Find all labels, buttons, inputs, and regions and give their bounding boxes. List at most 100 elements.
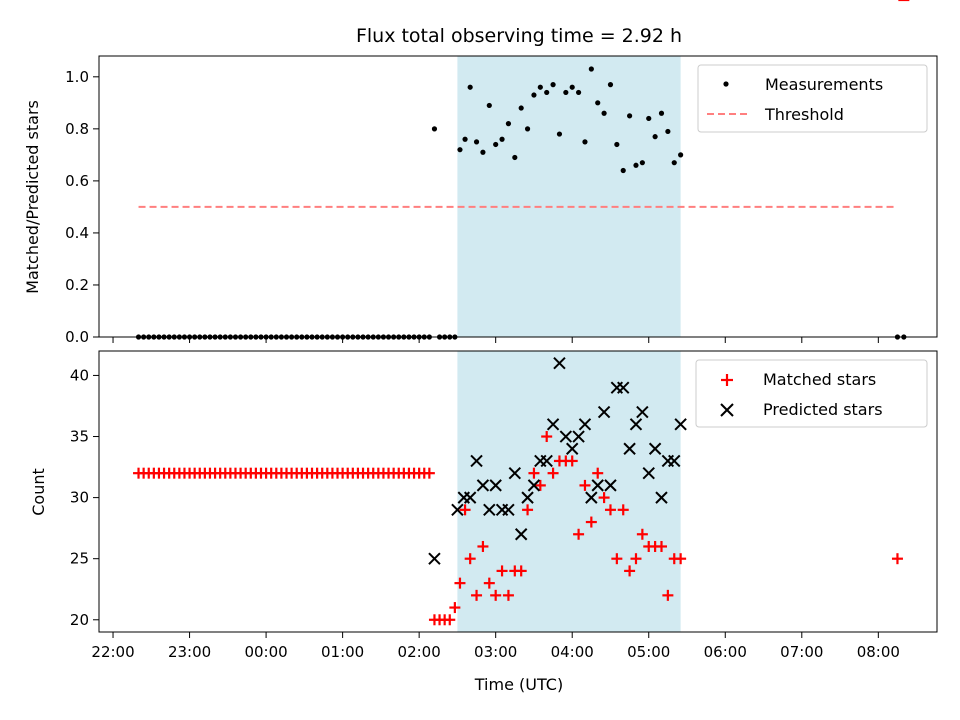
bottom-panel: 20 25 30 35 40 22:00 23:00 00:00 01:00 02:00 03:0… [29, 0, 938, 694]
predicted-star-point [559, 430, 573, 443]
matched-star-point [471, 589, 483, 601]
predicted-star-point [617, 381, 630, 394]
matched-star-point [617, 504, 629, 516]
bottom-y-tick-label: 20 [70, 611, 89, 629]
measurement-point [607, 82, 614, 88]
predicted-star-point [463, 491, 477, 504]
matched-star-point [636, 528, 648, 540]
predicted-star-point [476, 479, 490, 492]
top-y-tick-label: 0.2 [65, 276, 89, 294]
top-y-tick-label: 0.6 [65, 172, 89, 190]
bottom-legend: Matched stars Predicted stars [695, 359, 928, 428]
measurement-point [431, 126, 438, 132]
matched-star-point [585, 516, 597, 528]
measurement-point [678, 152, 684, 158]
measurement-point [652, 134, 658, 140]
matched-star-point [566, 455, 578, 467]
top-legend: Measurements Threshold [697, 64, 928, 133]
matched-star-point [490, 589, 502, 601]
predicted-star-point [540, 454, 553, 468]
measurement-point [601, 110, 607, 116]
bottom-legend-box [695, 359, 928, 428]
x-tick-label: 22:00 [91, 643, 134, 661]
legend-measurements-marker [723, 81, 729, 87]
matched-star-point [464, 553, 476, 565]
bottom-y-tick-label: 25 [70, 550, 89, 568]
x-tick-label: 23:00 [168, 643, 211, 661]
matched-star-point [662, 589, 674, 601]
bottom-y-axis-label: Count [29, 468, 48, 516]
x-tick-label: 08:00 [857, 643, 900, 661]
bottom-y-tick-label: 30 [70, 489, 89, 507]
measurement-point [537, 84, 543, 90]
matched-star-point [515, 565, 527, 577]
bottom-data-layer [133, 0, 910, 626]
predicted-star-point [623, 442, 636, 455]
predicted-star-point [655, 491, 668, 504]
measurement-point [512, 154, 518, 161]
measurement-point [563, 89, 569, 96]
measurement-point [569, 84, 575, 90]
predicted-star-point [572, 430, 585, 443]
measurement-point [671, 160, 677, 166]
measurement-point [582, 139, 588, 145]
x-tick-label: 07:00 [780, 643, 823, 661]
predicted-star-point [483, 503, 496, 517]
matched-star-point [423, 467, 435, 479]
top-panel: 0.0 0.2 0.4 0.6 0.8 1.0 Matched/Predicted sta… [23, 55, 938, 346]
measurement-point [595, 100, 601, 106]
legend-matched-marker [721, 374, 733, 386]
legend-matched-label: Matched stars [763, 370, 876, 389]
predicted-star-point [514, 528, 528, 541]
matched-star-point [675, 553, 687, 565]
top-y-tick-label: 0.0 [65, 328, 89, 346]
matched-star-point [579, 479, 591, 491]
predicted-star-point [585, 491, 598, 504]
predicted-star-point [591, 479, 604, 492]
top-observing-window [457, 56, 681, 337]
predicted-star-point [546, 418, 560, 431]
matched-star-point [459, 504, 471, 516]
predicted-star-point [578, 418, 592, 431]
predicted-star-point [489, 479, 502, 492]
top-y-axis-label: Matched/Predicted stars [23, 100, 42, 294]
measurement-point [493, 141, 499, 148]
measurement-point [614, 141, 620, 148]
predicted-star-point [502, 503, 515, 517]
x-tick-label: 06:00 [704, 643, 747, 661]
chart-title: Flux total observing time = 2.92 h [356, 25, 682, 47]
predicted-star-point [674, 418, 687, 431]
measurement-point [524, 126, 531, 132]
measurement-point [639, 160, 645, 166]
matched-star-point [547, 467, 559, 479]
measurement-point [499, 136, 505, 142]
predicted-star-point [527, 479, 541, 492]
matched-star-point [604, 504, 616, 516]
matched-star-point [496, 565, 508, 577]
predicted-star-point [428, 552, 441, 565]
x-tick-label: 05:00 [627, 643, 670, 661]
measurement-point [550, 82, 556, 88]
x-tick-label: 01:00 [321, 643, 364, 661]
predicted-star-point [604, 479, 617, 492]
top-y-tick-label: 0.4 [65, 224, 89, 242]
measurement-point [480, 149, 486, 155]
predicted-star-point [629, 418, 643, 431]
x-tick-label: 03:00 [474, 643, 517, 661]
matched-star-point [630, 553, 642, 565]
top-y-tick-label: 1.0 [65, 68, 89, 86]
bottom-plot-frame [98, 350, 938, 633]
legend-predicted-marker [720, 403, 734, 417]
x-tick-label: 02:00 [398, 643, 441, 661]
predicted-star-point [566, 442, 579, 455]
measurement-point [486, 102, 492, 109]
measurement-point [473, 139, 480, 145]
measurement-point [646, 115, 652, 122]
predicted-star-point [636, 405, 649, 419]
top-x-axis-ticks [112, 337, 879, 343]
predicted-star-point [553, 357, 566, 370]
matched-star-point [522, 504, 534, 516]
matched-star-point [449, 602, 461, 614]
measurement-point [531, 92, 537, 98]
